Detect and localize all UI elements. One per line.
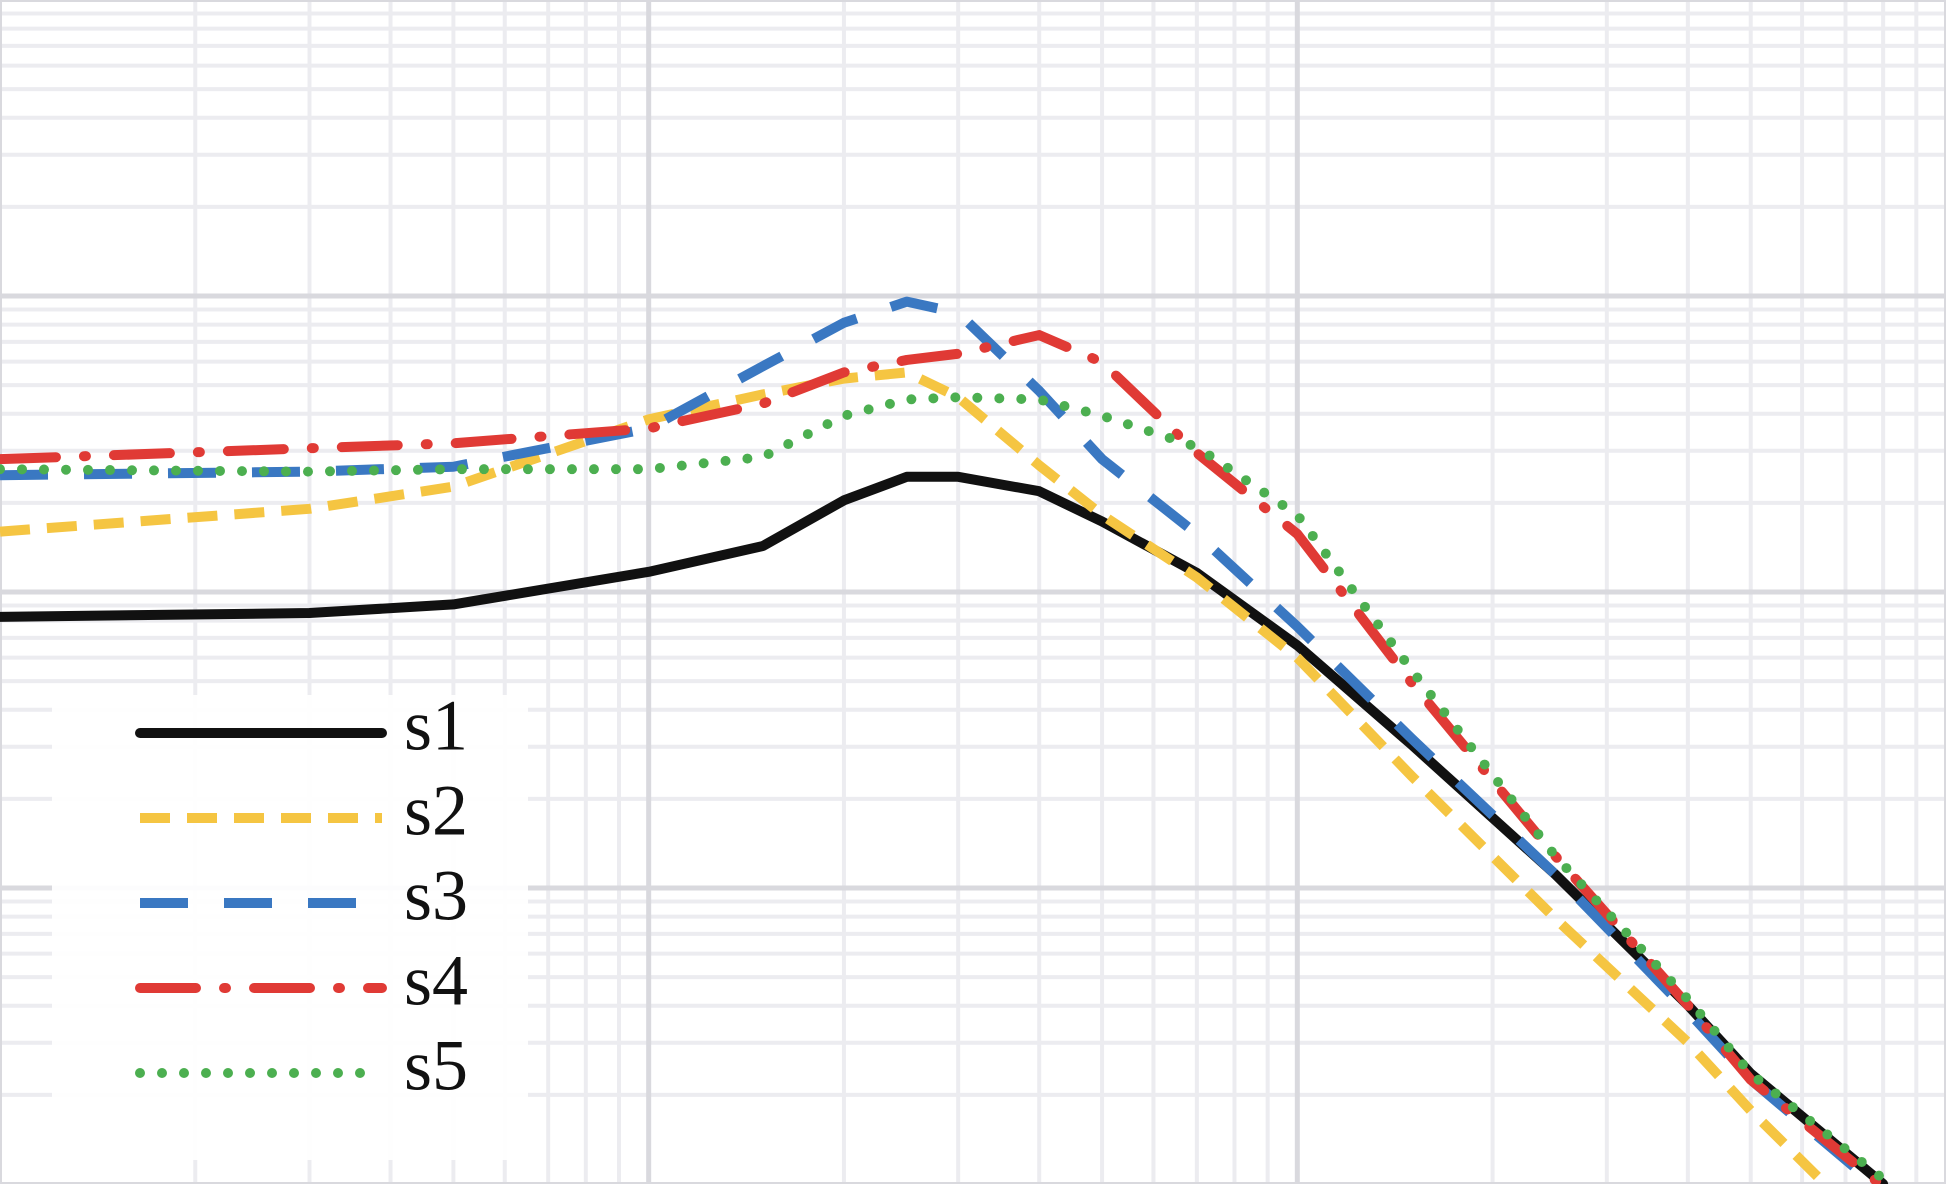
lines <box>0 296 1889 1184</box>
series-line <box>0 296 1883 1184</box>
legend-label: s2 <box>404 771 468 851</box>
legend-label: s3 <box>404 856 468 936</box>
series-line <box>0 330 1888 1184</box>
series-line <box>0 392 1889 1184</box>
series-line <box>0 367 1833 1184</box>
legend-label: s1 <box>404 686 468 766</box>
legend-label: s5 <box>404 1026 468 1106</box>
legend-box <box>52 695 528 1160</box>
legend-label: s4 <box>404 941 468 1021</box>
